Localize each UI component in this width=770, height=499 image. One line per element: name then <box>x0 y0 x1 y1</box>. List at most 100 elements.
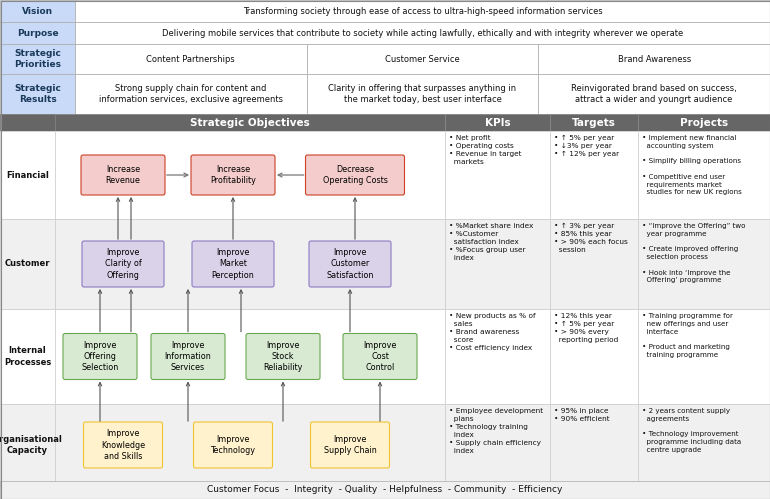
FancyBboxPatch shape <box>638 219 770 309</box>
FancyBboxPatch shape <box>0 131 55 219</box>
Text: Increase
Profitability: Increase Profitability <box>210 165 256 185</box>
FancyBboxPatch shape <box>445 309 550 404</box>
Text: • “Improve the Offering” two
  year programme

• Create improved offering
  sele: • “Improve the Offering” two year progra… <box>642 223 745 283</box>
FancyBboxPatch shape <box>638 309 770 404</box>
FancyBboxPatch shape <box>638 131 770 219</box>
Text: • Net profit
• Operating costs
• Revenue in target
  markets: • Net profit • Operating costs • Revenue… <box>449 135 521 165</box>
FancyBboxPatch shape <box>63 333 137 380</box>
Text: Delivering mobile services that contribute to society while acting lawfully, eth: Delivering mobile services that contribu… <box>162 28 683 37</box>
FancyBboxPatch shape <box>638 114 770 131</box>
Text: • ↑ 5% per year
• ↓3% per year
• ↑ 12% per year: • ↑ 5% per year • ↓3% per year • ↑ 12% p… <box>554 135 619 158</box>
FancyBboxPatch shape <box>191 155 275 195</box>
Text: Improve
Market
Perception: Improve Market Perception <box>212 249 254 279</box>
FancyBboxPatch shape <box>309 241 391 287</box>
Text: Improve
Cost
Control: Improve Cost Control <box>363 341 397 372</box>
FancyBboxPatch shape <box>55 309 445 404</box>
Text: Improve
Customer
Satisfaction: Improve Customer Satisfaction <box>326 249 373 279</box>
FancyBboxPatch shape <box>538 44 770 74</box>
FancyBboxPatch shape <box>0 74 75 114</box>
Text: Increase
Revenue: Increase Revenue <box>105 165 140 185</box>
Text: Organisational
Capacity: Organisational Capacity <box>0 435 62 455</box>
FancyBboxPatch shape <box>306 44 538 74</box>
FancyBboxPatch shape <box>0 309 55 404</box>
Text: Purpose: Purpose <box>17 28 59 37</box>
FancyBboxPatch shape <box>538 74 770 114</box>
FancyBboxPatch shape <box>0 309 770 404</box>
Text: Decrease
Operating Costs: Decrease Operating Costs <box>323 165 387 185</box>
FancyBboxPatch shape <box>0 481 770 499</box>
Text: • Training programme for
  new offerings and user
  interface

• Product and mar: • Training programme for new offerings a… <box>642 313 733 358</box>
Text: Financial: Financial <box>6 171 49 180</box>
Text: Strategic
Results: Strategic Results <box>14 84 61 104</box>
FancyBboxPatch shape <box>306 155 404 195</box>
FancyBboxPatch shape <box>81 155 165 195</box>
FancyBboxPatch shape <box>445 131 550 219</box>
FancyBboxPatch shape <box>0 404 55 486</box>
Text: Improve
Knowledge
and Skills: Improve Knowledge and Skills <box>101 430 145 461</box>
Text: • ↑ 3% per year
• 85% this year
• > 90% each focus
  session: • ↑ 3% per year • 85% this year • > 90% … <box>554 223 628 253</box>
FancyBboxPatch shape <box>343 333 417 380</box>
Text: Improve
Technology: Improve Technology <box>210 435 256 455</box>
Text: Brand Awareness: Brand Awareness <box>618 54 691 63</box>
FancyBboxPatch shape <box>55 404 445 486</box>
Text: Strategic Objectives: Strategic Objectives <box>190 117 310 128</box>
FancyBboxPatch shape <box>550 114 638 131</box>
FancyBboxPatch shape <box>82 241 164 287</box>
Text: Projects: Projects <box>680 117 728 128</box>
FancyBboxPatch shape <box>55 219 445 309</box>
FancyBboxPatch shape <box>246 333 320 380</box>
Text: • New products as % of
  sales
• Brand awareness
  score
• Cost efficiency index: • New products as % of sales • Brand awa… <box>449 313 536 351</box>
FancyBboxPatch shape <box>192 241 274 287</box>
Text: Strategic
Priorities: Strategic Priorities <box>14 49 61 69</box>
FancyBboxPatch shape <box>0 114 55 131</box>
Text: • Implement new financial
  accounting system

• Simplify billing operations

• : • Implement new financial accounting sys… <box>642 135 742 195</box>
Text: Transforming society through ease of access to ultra-high-speed information serv: Transforming society through ease of acc… <box>243 6 602 15</box>
FancyBboxPatch shape <box>310 422 390 468</box>
FancyBboxPatch shape <box>550 219 638 309</box>
FancyBboxPatch shape <box>0 219 770 309</box>
FancyBboxPatch shape <box>445 404 550 486</box>
FancyBboxPatch shape <box>306 74 538 114</box>
FancyBboxPatch shape <box>0 22 75 44</box>
FancyBboxPatch shape <box>445 219 550 309</box>
FancyBboxPatch shape <box>75 44 306 74</box>
FancyBboxPatch shape <box>0 131 770 219</box>
Text: • %Market share index
• %Customer
  satisfaction index
• %Focus group user
  ind: • %Market share index • %Customer satisf… <box>449 223 534 261</box>
FancyBboxPatch shape <box>0 404 770 486</box>
FancyBboxPatch shape <box>550 404 638 486</box>
Text: • 2 years content supply
  agreements

• Technology improvement
  programme incl: • 2 years content supply agreements • Te… <box>642 408 742 453</box>
Text: • 12% this year
• ↑ 5% per year
• > 90% every
  reporting period: • 12% this year • ↑ 5% per year • > 90% … <box>554 313 618 343</box>
FancyBboxPatch shape <box>75 0 770 22</box>
Text: Improve
Information
Services: Improve Information Services <box>165 341 212 372</box>
FancyBboxPatch shape <box>0 114 445 131</box>
Text: Improve
Supply Chain: Improve Supply Chain <box>323 435 377 455</box>
FancyBboxPatch shape <box>75 22 770 44</box>
FancyBboxPatch shape <box>55 131 445 219</box>
Text: Targets: Targets <box>572 117 616 128</box>
FancyBboxPatch shape <box>83 422 162 468</box>
Text: • 95% in place
• 90% efficient: • 95% in place • 90% efficient <box>554 408 610 422</box>
FancyBboxPatch shape <box>550 309 638 404</box>
FancyBboxPatch shape <box>0 0 75 22</box>
FancyBboxPatch shape <box>445 114 550 131</box>
Text: Strong supply chain for content and
information services, exclusive agreements: Strong supply chain for content and info… <box>99 84 283 104</box>
FancyBboxPatch shape <box>0 219 55 309</box>
Text: Reinvigorated brand based on success,
attract a wider and youngrt audience: Reinvigorated brand based on success, at… <box>571 84 737 104</box>
Text: Vision: Vision <box>22 6 53 15</box>
Text: Improve
Clarity of
Offering: Improve Clarity of Offering <box>105 249 142 279</box>
Text: Customer: Customer <box>5 259 50 268</box>
FancyBboxPatch shape <box>75 74 306 114</box>
Text: Customer Service: Customer Service <box>385 54 460 63</box>
Text: • Employee development
  plans
• Technology training
  index
• Supply chain effi: • Employee development plans • Technolog… <box>449 408 543 454</box>
Text: KPIs: KPIs <box>484 117 511 128</box>
Text: Improve
Stock
Reliability: Improve Stock Reliability <box>263 341 303 372</box>
Text: Content Partnerships: Content Partnerships <box>146 54 235 63</box>
FancyBboxPatch shape <box>550 131 638 219</box>
Text: Internal
Processes: Internal Processes <box>4 346 51 367</box>
FancyBboxPatch shape <box>193 422 273 468</box>
FancyBboxPatch shape <box>638 404 770 486</box>
FancyBboxPatch shape <box>0 44 75 74</box>
Text: Improve
Offering
Selection: Improve Offering Selection <box>82 341 119 372</box>
Text: Customer Focus  -  Integrity  - Quality  - Helpfulness  - Community  - Efficienc: Customer Focus - Integrity - Quality - H… <box>207 486 563 495</box>
FancyBboxPatch shape <box>151 333 225 380</box>
